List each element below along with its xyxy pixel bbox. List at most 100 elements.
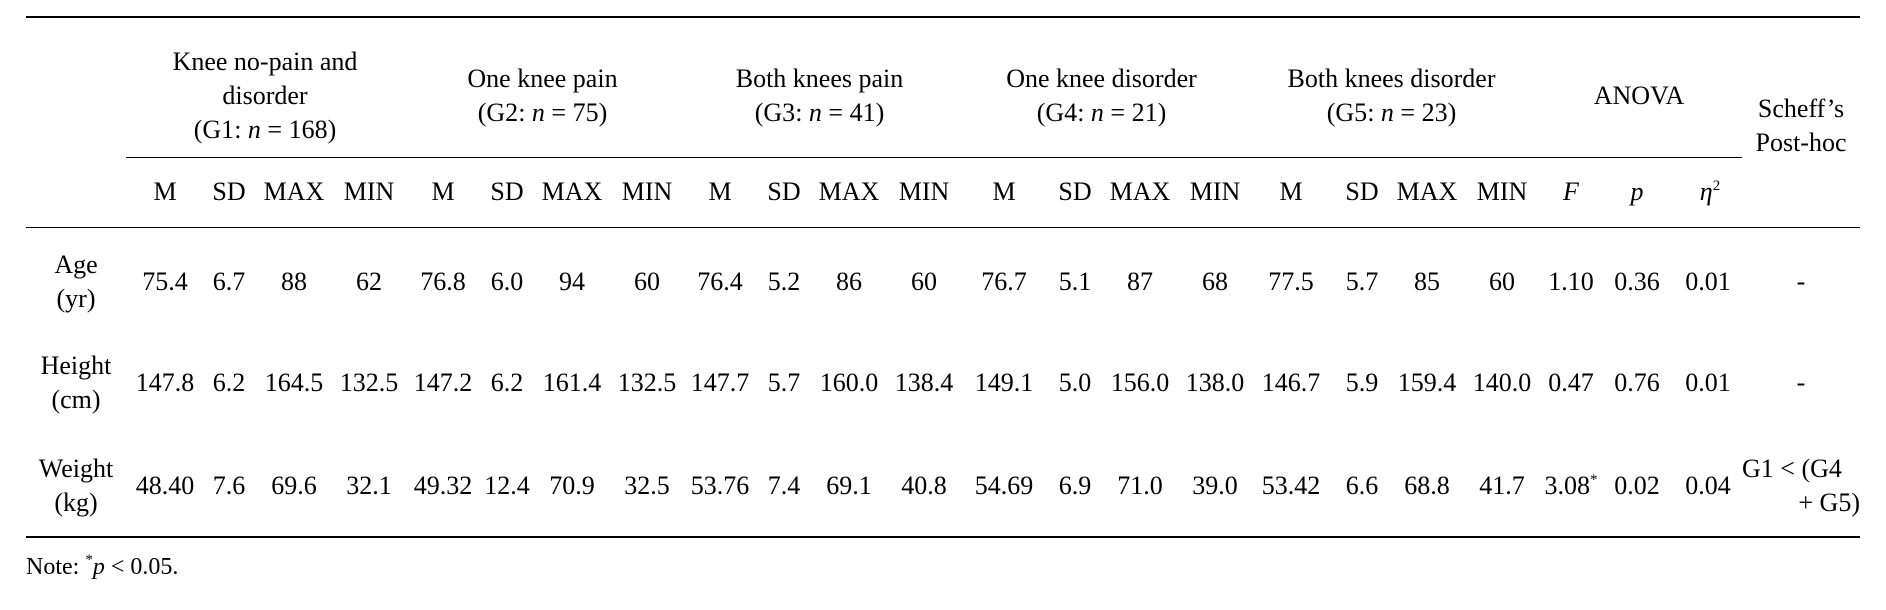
- table-cell: 86: [836, 267, 862, 296]
- stat-header-max: MAX: [1396, 177, 1458, 206]
- f-value: 3.08: [1544, 471, 1591, 500]
- n-symbol: n: [1090, 98, 1104, 127]
- n-symbol: n: [808, 98, 822, 127]
- anova-header: ANOVA: [1542, 36, 1736, 156]
- group-n: 168: [288, 115, 328, 144]
- stat-header-m: M: [153, 177, 177, 206]
- table-cell: 71.0: [1117, 471, 1163, 500]
- table-cell: 69.1: [826, 471, 872, 500]
- posthoc-header: Scheff’s Post-hoc: [1742, 90, 1860, 162]
- table-cell: 32.1: [346, 471, 392, 500]
- anova-f-header: F: [1563, 177, 1579, 206]
- table-cell: 85: [1414, 267, 1440, 296]
- stat-header-sd: SD: [212, 177, 246, 206]
- table-cell: 39.0: [1192, 471, 1238, 500]
- table-cell: 49.32: [413, 471, 473, 500]
- table-cell: 68: [1202, 267, 1228, 296]
- table-cell: 164.5: [264, 368, 324, 397]
- posthoc-title-line2: Post-hoc: [1755, 128, 1847, 157]
- header-bottom-rule: [26, 227, 1860, 228]
- row-label: (kg): [54, 488, 98, 517]
- row-label: Weight: [38, 454, 114, 483]
- stat-header-min: MIN: [621, 177, 673, 206]
- group-title-line: One knee pain: [467, 64, 618, 93]
- table-cell: 94: [559, 267, 585, 296]
- stat-header-min: MIN: [898, 177, 950, 206]
- table-cell: 48.40: [135, 471, 195, 500]
- group-header-g3: Both knees pain (G3: n = 41): [681, 36, 958, 156]
- group-size: (G5: n = 23): [1326, 98, 1457, 127]
- group-title-line: Knee no-pain and: [172, 47, 358, 76]
- stat-header-max: MAX: [263, 177, 325, 206]
- table-cell: 7.4: [767, 471, 801, 500]
- table-cell: 53.42: [1261, 471, 1321, 500]
- stat-header-sd: SD: [1345, 177, 1379, 206]
- anova-f-value: 1.10: [1538, 265, 1604, 299]
- group-code: G2: [486, 98, 519, 127]
- stat-header-sd: SD: [490, 177, 524, 206]
- anova-p-header: p: [1630, 177, 1644, 206]
- table-cell: 88: [281, 267, 307, 296]
- group-title-line: One knee disorder: [1006, 64, 1197, 93]
- group-title-line: Both knees pain: [735, 64, 904, 93]
- f-value: 1.10: [1548, 267, 1594, 296]
- table-cell: 6.2: [490, 368, 524, 397]
- table-cell: 132.5: [617, 368, 677, 397]
- table-cell: 5.7: [767, 368, 801, 397]
- row-label: (cm): [51, 385, 101, 414]
- table-cell: 75.4: [142, 267, 188, 296]
- posthoc-title-line1: Scheff’s: [1757, 94, 1845, 123]
- stat-header-max: MAX: [1109, 177, 1171, 206]
- table-cell: 6.0: [490, 267, 524, 296]
- table-cell: 60: [634, 267, 660, 296]
- anova-p-value: 0.76: [1614, 368, 1660, 397]
- table-cell: 159.4: [1397, 368, 1457, 397]
- group-code: G5: [1335, 98, 1368, 127]
- table-cell: 147.8: [135, 368, 195, 397]
- anova-p-value: 0.36: [1614, 267, 1660, 296]
- row-label: Height: [40, 351, 112, 380]
- anova-eta-value: 0.04: [1685, 471, 1731, 500]
- bottom-rule: [26, 536, 1860, 538]
- table-cell: 77.5: [1268, 267, 1314, 296]
- posthoc-value: + G5): [1798, 488, 1860, 517]
- stat-header-min: MIN: [343, 177, 395, 206]
- group-n: 75: [572, 98, 599, 127]
- table-cell: 60: [1489, 267, 1515, 296]
- significance-mark: *: [1590, 472, 1598, 488]
- group-n: 41: [849, 98, 876, 127]
- table-cell: 53.76: [690, 471, 750, 500]
- table-cell: 87: [1127, 267, 1153, 296]
- posthoc-value: G1 < (G4: [1742, 454, 1842, 483]
- table-cell: 160.0: [819, 368, 879, 397]
- n-symbol: n: [531, 98, 545, 127]
- table-cell: 138.0: [1185, 368, 1245, 397]
- table-cell: 140.0: [1472, 368, 1532, 397]
- table-note: Note: *p < 0.05.: [26, 552, 179, 581]
- table-cell: 5.1: [1058, 267, 1092, 296]
- group-size: (G2: n = 75): [477, 98, 608, 127]
- stat-header-m: M: [992, 177, 1016, 206]
- group-code: G3: [763, 98, 796, 127]
- table-cell: 68.8: [1404, 471, 1450, 500]
- stat-header-max: MAX: [818, 177, 880, 206]
- stat-header-sd: SD: [1058, 177, 1092, 206]
- group-header-g1: Knee no-pain and disorder (G1: n = 168): [126, 36, 404, 156]
- table-cell: 5.2: [767, 267, 801, 296]
- table-cell: 161.4: [542, 368, 602, 397]
- table-cell: 132.5: [339, 368, 399, 397]
- group-header-g5: Both knees disorder (G5: n = 23): [1245, 36, 1538, 156]
- header-subrule: [126, 157, 1742, 158]
- posthoc-value: -: [1796, 368, 1806, 397]
- table-cell: 147.7: [690, 368, 750, 397]
- n-symbol: n: [247, 115, 261, 144]
- table-cell: 54.69: [974, 471, 1034, 500]
- group-code: G4: [1045, 98, 1078, 127]
- group-size: (G1: n = 168): [193, 115, 337, 144]
- table-cell: 147.2: [413, 368, 473, 397]
- table-cell: 62: [356, 267, 382, 296]
- table-cell: 40.8: [901, 471, 947, 500]
- group-code: G1: [202, 115, 235, 144]
- row-label: (yr): [56, 284, 96, 313]
- group-title-line: Both knees disorder: [1287, 64, 1496, 93]
